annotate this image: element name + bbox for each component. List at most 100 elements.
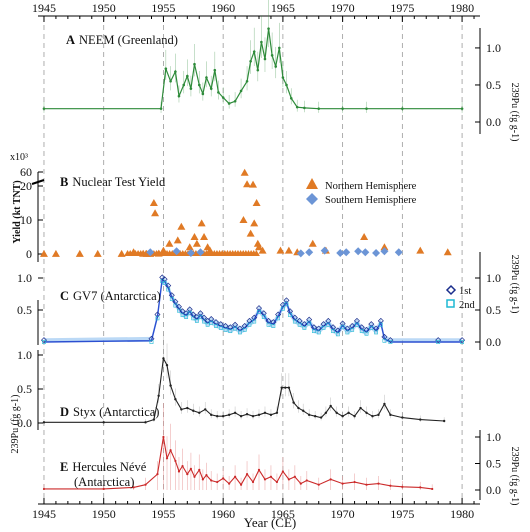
panel-e-point <box>269 475 273 478</box>
panel-c-second-marker <box>326 322 331 327</box>
panel-d-point <box>280 386 283 389</box>
panel-b-north-marker <box>39 249 48 257</box>
panel-e-point <box>165 457 169 460</box>
x-tick-label: 1970 <box>331 507 355 521</box>
panel-d-point <box>192 409 195 412</box>
top-x-tick-label: 1975 <box>390 1 414 15</box>
panel-c-second-marker <box>382 338 387 343</box>
panel-d-point <box>297 406 300 410</box>
panel-e-y-axis-tick-label: 0.0 <box>486 483 501 497</box>
panel-a-point <box>281 76 285 79</box>
panel-d-point <box>442 419 446 423</box>
panel-d-point <box>269 413 273 417</box>
panel-b-north-marker <box>246 229 255 237</box>
panel-c-second-marker <box>284 302 289 307</box>
panel-d-point <box>302 409 305 412</box>
panel-d-point <box>341 415 344 418</box>
panel-c-second-marker <box>228 329 233 334</box>
panel-a-point <box>365 107 368 110</box>
legend-north-marker <box>306 178 318 189</box>
panel-c-second-marker <box>180 313 185 318</box>
panel-e-point <box>216 480 219 484</box>
panel-b-north-marker <box>240 168 249 176</box>
panel-d-point <box>287 386 291 389</box>
panel-c-second-marker <box>364 331 369 336</box>
panel-c-second-marker <box>237 330 242 335</box>
panel-a-point <box>267 27 270 30</box>
panel-e-point <box>177 470 181 473</box>
panel-e-point <box>317 483 320 486</box>
panel-a-point <box>205 76 208 79</box>
panel-d-point <box>313 415 317 418</box>
panel-a-point <box>197 83 201 87</box>
panel-d-point <box>329 404 332 408</box>
panel-d-point <box>245 412 249 416</box>
panel-d-point <box>257 413 261 417</box>
panel-d-y-axis-tick-label: 1.0 <box>17 348 32 362</box>
panel-b-south-marker <box>380 247 389 256</box>
panel-c-first-marker <box>40 337 47 344</box>
panel-c-second-marker <box>388 340 393 344</box>
panel-c-second-marker <box>257 310 261 314</box>
panel-b-south-marker <box>146 248 155 257</box>
panel-b-north-marker <box>149 199 158 206</box>
panel-a-point <box>193 62 196 66</box>
panel-d-point <box>239 415 243 418</box>
panel-e-ylabel: 239Pu (fg g-1) <box>509 447 520 506</box>
panel-e-point <box>365 483 368 486</box>
panel-c-second-marker <box>42 340 46 344</box>
top-x-tick-label: 1965 <box>271 1 295 15</box>
panel-c-second-marker <box>169 297 174 302</box>
panel-e-point <box>431 487 434 491</box>
panel-c-second-marker <box>436 340 441 344</box>
panel-d-point <box>227 413 231 417</box>
panel-a-point <box>295 105 299 109</box>
panel-d-point <box>324 411 328 414</box>
panel-c-second-marker <box>149 340 154 344</box>
panel-d-point <box>419 418 422 421</box>
panel-b-south-marker <box>354 247 363 256</box>
panel-e-point <box>169 449 172 452</box>
panel-c-second-marker <box>223 327 228 332</box>
panel-b-north-marker <box>185 243 194 251</box>
panel-c-second-marker <box>335 332 340 337</box>
panel-c-ylabel: 239Pu (fg g-1) <box>509 255 520 314</box>
panel-c-second-marker <box>355 322 359 327</box>
panel-b-south-marker <box>296 249 305 258</box>
x-tick-label: 1945 <box>32 507 56 521</box>
panel-a-y-axis-tick-label: 0.5 <box>486 78 501 92</box>
panel-c-second-marker <box>191 316 196 321</box>
panel-b-north-marker <box>173 236 182 244</box>
panel-b-north-marker <box>243 180 252 188</box>
panel-c-y-axis-right-tick-label: 0.5 <box>486 303 501 317</box>
x-tick-label: 1960 <box>211 507 235 521</box>
panel-d-series-line <box>44 356 445 423</box>
panel-e-point <box>287 478 290 481</box>
panel-a-point <box>270 54 274 57</box>
panel-a-point <box>42 107 46 110</box>
panel-c-second-marker <box>271 324 276 328</box>
legend-second-label: 2nd <box>459 300 476 311</box>
panel-b-north-marker <box>258 246 267 254</box>
panel-e-point <box>42 487 46 491</box>
panel-a-point <box>174 70 177 73</box>
panel-c-y-axis-right-tick-label: 1.0 <box>486 271 501 285</box>
panel-d-point <box>152 418 156 421</box>
panel-b-south-marker <box>305 248 314 257</box>
top-x-tick-label: 1960 <box>211 1 235 15</box>
panel-e-point <box>245 473 249 476</box>
panel-a-point <box>341 107 344 110</box>
panel-b-south-marker <box>394 248 403 257</box>
panel-e-point <box>205 474 208 477</box>
panel-d-point <box>215 415 219 418</box>
panel-c-y-left-tick-label: 0.5 <box>17 303 32 317</box>
panel-b-north-marker <box>276 246 285 254</box>
panel-c-first-marker <box>148 335 155 342</box>
panel-a-point <box>221 96 225 99</box>
panel-d-point <box>359 406 362 410</box>
panel-d-point <box>186 406 189 410</box>
panel-b-y-tick-label: 20 <box>20 179 32 193</box>
panel-c-second-marker <box>460 340 464 344</box>
panel-d-point <box>169 384 172 387</box>
